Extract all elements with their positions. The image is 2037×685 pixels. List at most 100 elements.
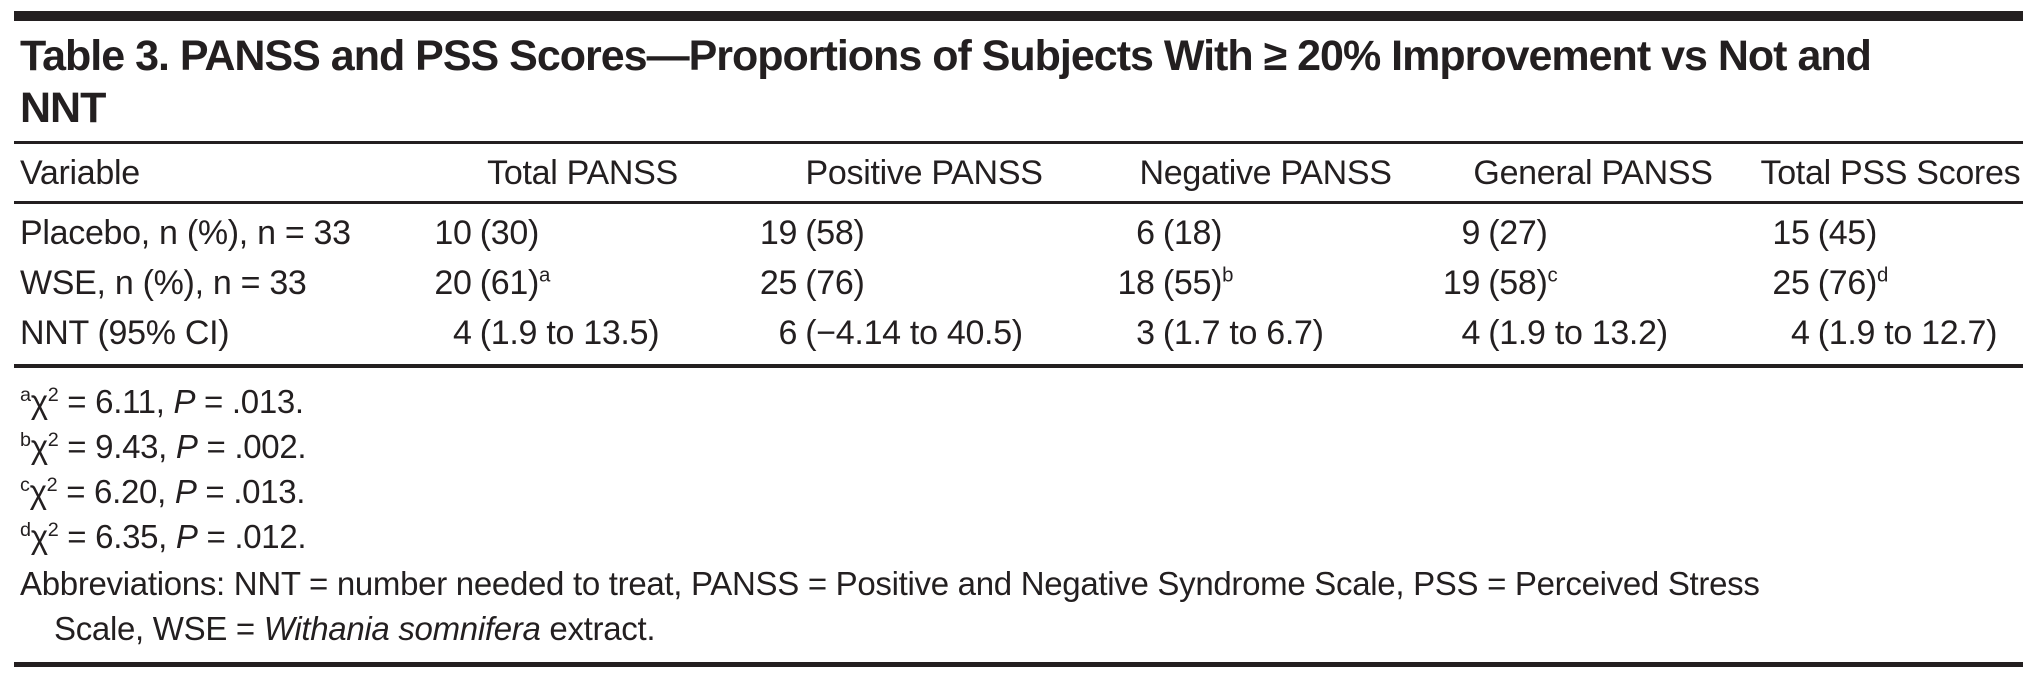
cell-number: 25 (759, 264, 798, 302)
chi-symbol: χ (30, 518, 48, 555)
cell-number: 18 (1117, 264, 1155, 302)
footnote-pvalue: = .002. (197, 428, 307, 465)
cell-nnt-total-pss: 4 (1.9 to 12.7) (1758, 309, 2023, 366)
chi-exponent: 2 (47, 519, 59, 541)
cell-number: 4 (1461, 314, 1481, 352)
cell-wse-general-panss: 19 (58)c (1428, 259, 1757, 309)
cell-nnt-negative-panss: 3 (1.7 to 6.7) (1103, 309, 1428, 366)
cell-detail: (58) (1488, 264, 1548, 302)
p-symbol: P (175, 518, 198, 555)
column-header-positive-panss: Positive PANSS (745, 144, 1103, 204)
abbreviations-note: Abbreviations: NNT = number needed to tr… (14, 561, 2023, 651)
cell-number: 6 (1136, 214, 1155, 252)
footnote-marker: d (20, 519, 31, 541)
chi-exponent: 2 (47, 384, 59, 406)
cell-number: 9 (1461, 214, 1481, 252)
column-header-total-pss-scores: Total PSS Scores (1757, 144, 2023, 204)
abbreviations-line-2: Scale, WSE = Withania somnifera extract. (20, 606, 2023, 651)
cell-wse-positive-panss: 25 (76) (745, 259, 1103, 309)
row-label-nnt: NNT (95% CI) (20, 314, 230, 352)
cell-number: 6 (778, 314, 798, 352)
bottom-rule (14, 662, 2023, 667)
abbreviations-line-1: Abbreviations: NNT = number needed to tr… (20, 565, 1760, 602)
table-row-placebo: Placebo, n (%), n = 33 10 (30) 19 (58) 6 (1… (14, 203, 2023, 260)
cell-wse-negative-panss: 18 (55)b (1103, 259, 1428, 309)
footnote-stat: = 6.35, (58, 518, 176, 555)
column-header-general-panss: General PANSS (1428, 144, 1758, 204)
footnote-c: cχ2 = 6.20, P = .013. (20, 469, 2023, 514)
species-name-italic: Withania somnifera (263, 610, 541, 647)
table-title-line-2: NNT (20, 84, 106, 132)
p-symbol: P (173, 383, 196, 420)
abbreviations-line-2-text: Scale, WSE = (54, 610, 264, 647)
cell-wse-total-pss: 25 (76)d (1758, 259, 2023, 309)
cell-placebo-positive-panss: 19 (58) (745, 203, 1103, 260)
cell-detail: (76) (805, 264, 865, 302)
cell-number: 19 (1442, 264, 1481, 302)
abbreviations-line-2-tail: extract. (540, 610, 656, 647)
footnote-pvalue: = .012. (197, 518, 307, 555)
table-row-wse: WSE, n (%), n = 33 20 (61)a 25 (76) 18 (55)… (14, 259, 2023, 309)
cell-nnt-general-panss: 4 (1.9 to 13.2) (1428, 309, 1757, 366)
chi-exponent: 2 (47, 429, 59, 451)
cell-detail: (1.9 to 13.5) (479, 314, 660, 352)
cell-footnote-marker: b (1222, 264, 1234, 287)
panss-pss-table: Variable Total PANSS Positive PANSS Nega… (14, 144, 2023, 368)
cell-placebo-total-panss: 10 (30) (420, 203, 745, 260)
chi-symbol: χ (29, 473, 47, 510)
cell-number: 25 (1772, 264, 1810, 302)
chi-symbol: χ (30, 428, 48, 465)
footnote-b: bχ2 = 9.43, P = .002. (20, 424, 2023, 469)
cell-number: 20 (434, 264, 472, 302)
footnote-d: dχ2 = 6.35, P = .012. (20, 514, 2023, 559)
cell-number: 3 (1136, 314, 1155, 352)
table-footnotes: aχ2 = 6.11, P = .013. bχ2 = 9.43, P = .0… (14, 379, 2023, 559)
cell-placebo-negative-panss: 6 (18) (1103, 203, 1428, 260)
footnote-stat: = 6.20, (57, 473, 175, 510)
cell-detail: (1.9 to 13.2) (1488, 314, 1668, 352)
cell-footnote-marker: d (1877, 264, 1889, 287)
cell-footnote-marker: a (539, 264, 551, 287)
row-label-placebo: Placebo, n (%), n = 33 (20, 214, 351, 252)
footnote-stat: = 6.11, (58, 383, 174, 420)
cell-detail: (27) (1488, 214, 1548, 252)
cell-detail: (1.9 to 12.7) (1817, 314, 1998, 352)
cell-detail: (58) (805, 214, 865, 252)
footnote-stat: = 9.43, (58, 428, 176, 465)
cell-number: 4 (453, 314, 472, 352)
cell-detail: (55) (1162, 264, 1223, 302)
cell-placebo-general-panss: 9 (27) (1428, 203, 1757, 260)
chi-symbol: χ (30, 383, 48, 420)
cell-detail: (45) (1817, 214, 1878, 252)
footnote-marker: b (20, 429, 31, 451)
chi-exponent: 2 (46, 474, 58, 496)
column-header-total-panss: Total PANSS (419, 144, 746, 204)
cell-wse-total-panss: 20 (61)a (420, 259, 745, 309)
cell-number: 10 (434, 214, 472, 252)
table-title: Table 3. PANSS and PSS Scores—Proportion… (14, 21, 2023, 144)
top-rule (14, 11, 2023, 21)
cell-nnt-positive-panss: 6 (−4.14 to 40.5) (745, 309, 1103, 366)
cell-detail: (76) (1817, 264, 1878, 302)
footnote-a: aχ2 = 6.11, P = .013. (20, 379, 2023, 424)
footnote-marker: a (20, 384, 31, 406)
footnote-pvalue: = .013. (196, 473, 306, 510)
p-symbol: P (174, 473, 197, 510)
column-header-negative-panss: Negative PANSS (1102, 144, 1429, 204)
cell-detail: (61) (479, 264, 540, 302)
cell-detail: (18) (1162, 214, 1223, 252)
cell-detail: (−4.14 to 40.5) (805, 314, 1023, 352)
footnote-marker: c (20, 474, 30, 496)
cell-detail: (1.7 to 6.7) (1162, 314, 1324, 352)
cell-number: 4 (1790, 314, 1810, 352)
table-title-line-1: Table 3. PANSS and PSS Scores—Proportion… (20, 32, 1872, 80)
header-row: Variable Total PANSS Positive PANSS Nega… (14, 144, 2023, 204)
cell-number: 19 (759, 214, 798, 252)
row-label-wse: WSE, n (%), n = 33 (20, 264, 307, 302)
table-row-nnt: NNT (95% CI) 4 (1.9 to 13.5) 6 (−4.14 to 4… (14, 309, 2023, 366)
column-header-variable: Variable (14, 144, 420, 204)
cell-footnote-marker: c (1547, 264, 1558, 287)
p-symbol: P (175, 428, 198, 465)
cell-detail: (30) (479, 214, 540, 252)
